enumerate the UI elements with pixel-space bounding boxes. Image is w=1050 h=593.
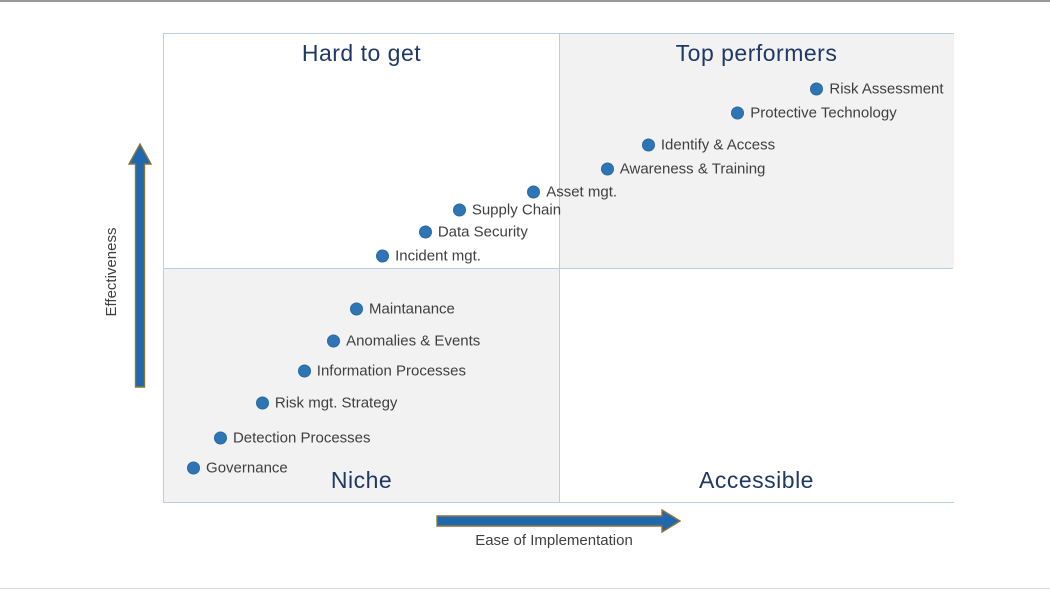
point-label: Protective Technology <box>750 104 897 122</box>
ease-axis-arrow-icon <box>436 509 681 533</box>
point-dot-icon <box>600 162 614 176</box>
quadrant-chart: Hard to get Top performers Niche Accessi… <box>163 33 954 503</box>
data-point-protective-technology: Protective Technology <box>731 104 897 122</box>
point-dot-icon <box>731 106 745 120</box>
point-dot-icon <box>187 461 201 475</box>
data-point-maintanance: Maintanance <box>350 300 455 318</box>
point-label: Data Security <box>437 223 528 241</box>
data-point-information-processes: Information Processes <box>297 362 467 380</box>
point-label: Risk mgt. Strategy <box>274 394 398 412</box>
top-rule <box>0 0 1050 2</box>
point-dot-icon <box>376 249 390 263</box>
point-label: Supply Chain <box>471 201 562 219</box>
plot-points: Risk Assessment Protective Technology Iden… <box>164 34 953 502</box>
point-dot-icon <box>452 203 466 217</box>
point-dot-icon <box>327 334 341 348</box>
quadrant-title-niche: Niche <box>330 467 393 493</box>
point-dot-icon <box>418 225 432 239</box>
point-dot-icon <box>255 396 269 410</box>
point-dot-icon <box>297 364 311 378</box>
point-label: Incident mgt. <box>395 247 481 265</box>
data-point-awareness-training: Awareness & Training <box>600 160 766 178</box>
quadrant-accessible: Accessible <box>559 268 954 502</box>
data-point-supply-chain: Supply Chain <box>452 201 562 219</box>
data-point-asset-mgt: Asset mgt. <box>527 183 618 201</box>
point-label: Awareness & Training <box>619 160 766 178</box>
data-point-anomalies-events: Anomalies & Events <box>327 332 481 350</box>
data-point-risk-mgt-strategy: Risk mgt. Strategy <box>255 394 398 412</box>
point-label: Maintanance <box>369 300 455 318</box>
point-dot-icon <box>527 185 541 199</box>
data-point-detection-processes: Detection Processes <box>213 429 371 447</box>
data-point-data-security: Data Security <box>418 223 528 241</box>
quadrant-title-top-performers: Top performers <box>675 40 838 66</box>
data-point-governance: Governance <box>187 459 288 477</box>
point-dot-icon <box>641 138 655 152</box>
point-label: Governance <box>206 459 288 477</box>
point-label: Asset mgt. <box>546 183 618 201</box>
data-point-incident-mgt: Incident mgt. <box>376 247 481 265</box>
bottom-rule <box>0 588 1050 589</box>
quadrant-title-hard-to-get: Hard to get <box>301 40 422 66</box>
data-point-risk-assessment: Risk Assessment <box>810 80 944 98</box>
data-point-identify-access: Identify & Access <box>641 136 776 154</box>
point-label: Risk Assessment <box>829 80 944 98</box>
point-dot-icon <box>350 302 363 316</box>
point-label: Detection Processes <box>232 429 371 447</box>
effectiveness-axis-arrow-icon <box>128 143 152 388</box>
point-label: Anomalies & Events <box>346 332 481 350</box>
quadrant-title-accessible: Accessible <box>699 467 814 493</box>
x-axis-label: Ease of Implementation <box>475 532 633 549</box>
quadrant-divider-horizontal <box>164 268 953 269</box>
point-dot-icon <box>213 431 227 445</box>
quadrant-top-performers: Top performers <box>559 34 954 268</box>
quadrant-hard-to-get: Hard to get <box>164 34 559 268</box>
y-axis-label: Effectiveness <box>103 227 120 317</box>
point-dot-icon <box>810 82 824 96</box>
point-label: Information Processes <box>316 362 467 380</box>
point-label: Identify & Access <box>660 136 776 154</box>
